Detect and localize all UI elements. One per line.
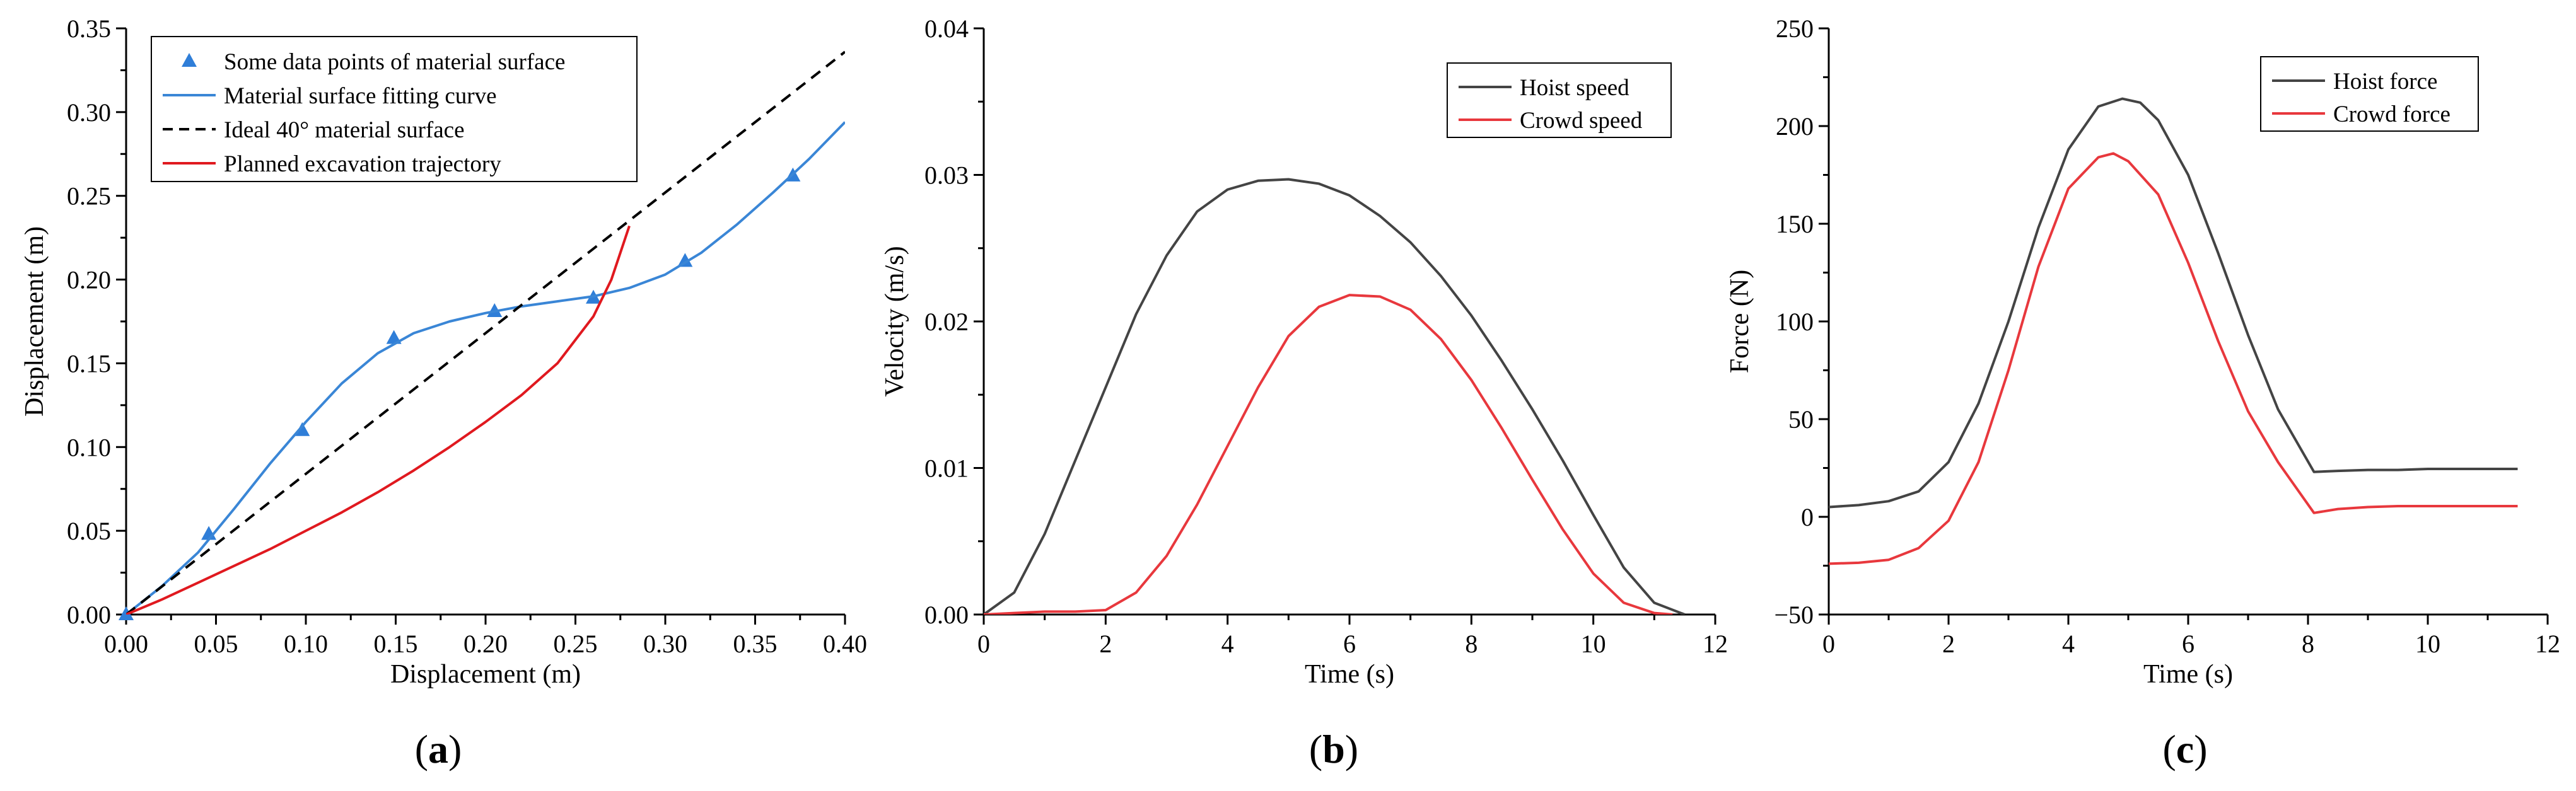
- panel-caption-part: a: [428, 727, 448, 771]
- panel-caption-part: ): [1345, 727, 1358, 771]
- legend-box: [1447, 62, 1672, 138]
- x-tick-label: 8: [2302, 630, 2314, 658]
- y-tick-label: 0.25: [67, 182, 111, 211]
- y-tick-label: 0.05: [67, 517, 111, 545]
- legend-label: Planned excavation trajectory: [224, 151, 501, 177]
- series-line-2: [126, 121, 845, 615]
- panel-caption-part: (: [415, 727, 428, 771]
- y-tick-label: 0: [1801, 503, 1814, 531]
- scatter-point: [677, 253, 693, 267]
- x-tick-label: 0.40: [823, 630, 867, 658]
- x-tick-label: 12: [2535, 630, 2560, 658]
- y-axis-title: Velocity (m/s): [880, 246, 909, 396]
- y-tick-label: 0.30: [67, 98, 111, 127]
- y-tick-label: 100: [1776, 308, 1814, 336]
- y-tick-label: 0.02: [924, 308, 969, 336]
- legend-label: Hoist speed: [1520, 75, 1629, 101]
- y-tick-label: 0.03: [924, 161, 969, 190]
- y-tick-label: 0.35: [67, 14, 111, 43]
- x-tick-label: 0: [977, 630, 990, 658]
- y-axis-title: Displacement (m): [20, 226, 49, 417]
- x-tick-label: 0.20: [463, 630, 508, 658]
- legend-box: [151, 36, 638, 182]
- panel-c: 0 2 4 6 8 10 12 −50 0 50 100 150 200 250 Time (s) Force…: [1725, 14, 2560, 771]
- x-tick-label: 2: [1942, 630, 1955, 658]
- x-tick-label: 0.05: [194, 630, 238, 658]
- x-tick-label: 8: [1465, 630, 1477, 658]
- x-tick-label: 12: [1703, 630, 1728, 658]
- x-tick-label: 0.35: [733, 630, 778, 658]
- panel-caption: (c): [2162, 727, 2207, 771]
- x-axis-title: Time (s): [2143, 660, 2233, 689]
- y-tick-label: 0.04: [924, 14, 969, 43]
- y-tick-label: −50: [1774, 601, 1814, 629]
- series-line-2: [984, 294, 1673, 615]
- legend-label: Ideal 40° material surface: [224, 117, 465, 143]
- x-tick-label: 0.30: [643, 630, 687, 658]
- series-line-2: [1829, 152, 2518, 565]
- x-tick-label: 0.10: [284, 630, 328, 658]
- series-line-4: [126, 225, 631, 615]
- y-tick-label: 0.00: [67, 601, 111, 629]
- panel-caption-part: c: [2176, 727, 2194, 771]
- x-axis-title: Displacement (m): [390, 660, 581, 689]
- series-line-3: [126, 50, 845, 615]
- panel-caption-part: ): [2194, 727, 2207, 771]
- y-tick-label: 0.10: [67, 433, 111, 461]
- x-tick-label: 6: [1343, 630, 1356, 658]
- y-tick-label: 50: [1788, 405, 1814, 434]
- x-tick-label: 0.15: [374, 630, 418, 658]
- x-tick-label: 6: [2182, 630, 2194, 658]
- series-line-1: [984, 178, 1686, 615]
- legend-label: Material surface fitting curve: [224, 83, 497, 109]
- panel-caption-part: ): [448, 727, 462, 771]
- x-tick-label: 4: [2062, 630, 2075, 658]
- y-tick-label: 0.20: [67, 266, 111, 294]
- y-tick-label: 0.01: [924, 454, 969, 483]
- legend-label: Hoist force: [2333, 69, 2437, 95]
- y-tick-label: 200: [1776, 112, 1814, 141]
- y-tick-label: 150: [1776, 210, 1814, 238]
- x-tick-label: 4: [1221, 630, 1234, 658]
- x-tick-label: 0.00: [104, 630, 148, 658]
- series-line-1: [1829, 97, 2518, 509]
- legend-label: Crowd force: [2333, 101, 2451, 127]
- x-tick-label: 0: [1822, 630, 1835, 658]
- legend-label: Some data points of material surface: [224, 49, 565, 75]
- panel-caption: (b): [1309, 727, 1358, 771]
- panel-caption-part: (: [1309, 727, 1322, 771]
- y-tick-label: 250: [1776, 14, 1814, 43]
- panel-b: 0 2 4 6 8 10 12 0.00 0.01 0.02 0.03 0.04 Time (s) Vel…: [880, 14, 1728, 771]
- panel-caption-part: b: [1322, 727, 1345, 771]
- panel-a: 0.00 0.05 0.10 0.15 0.20 0.25 0.30 0.35 0.40 0.00…: [20, 14, 867, 771]
- x-tick-label: 10: [2415, 630, 2440, 658]
- legend-marker: [182, 53, 197, 67]
- y-tick-label: 0.15: [67, 349, 111, 378]
- legend-box: [2260, 56, 2479, 132]
- scatter-point: [386, 330, 402, 344]
- x-tick-label: 10: [1581, 630, 1606, 658]
- x-axis-title: Time (s): [1305, 660, 1394, 689]
- legend-label: Crowd speed: [1520, 108, 1643, 134]
- x-tick-label: 2: [1099, 630, 1112, 658]
- panel-caption-part: (: [2162, 727, 2176, 771]
- panel-caption: (a): [415, 727, 462, 771]
- y-axis-title: Force (N): [1725, 270, 1754, 373]
- x-tick-label: 0.25: [554, 630, 598, 658]
- scatter-point: [294, 422, 310, 436]
- y-tick-label: 0.00: [924, 601, 969, 629]
